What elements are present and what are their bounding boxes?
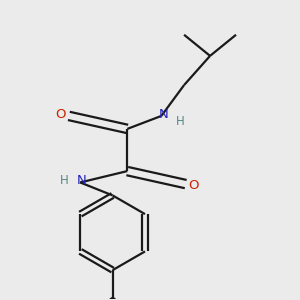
Text: H: H (176, 115, 184, 128)
Text: N: N (159, 108, 169, 121)
Text: O: O (189, 179, 199, 192)
Text: O: O (56, 108, 66, 121)
Text: N: N (77, 174, 87, 187)
Text: H: H (60, 174, 69, 187)
